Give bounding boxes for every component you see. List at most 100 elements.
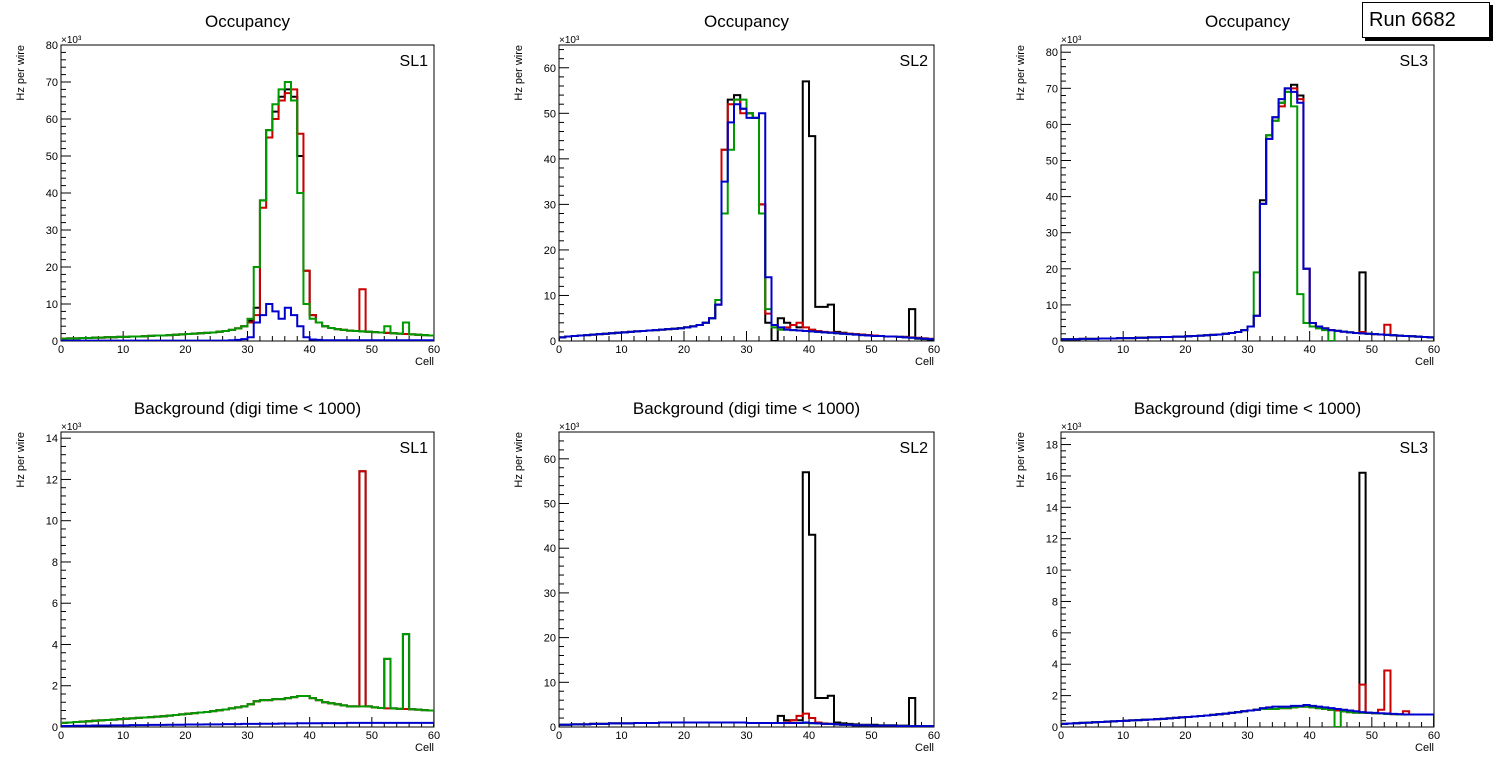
- y-tick-label: 10: [1046, 565, 1058, 577]
- x-tick-label: 0: [1058, 344, 1064, 356]
- y-tick-label: 40: [544, 543, 556, 555]
- x-tick-label: 20: [678, 730, 690, 742]
- y-tick-label: 2: [52, 681, 58, 693]
- x-tick-label: 10: [1117, 344, 1129, 356]
- panel-4: Background (digi time < 1000) 0 2 4 6 8 10 12 14…: [15, 399, 440, 754]
- y-tick-label: 18: [1046, 440, 1058, 452]
- y-axis-label: Hz per wire: [15, 432, 27, 488]
- x-axis-label: Cell: [1415, 356, 1434, 368]
- y-tick-label: 6: [1052, 628, 1058, 640]
- plot-frame: [558, 431, 935, 728]
- x-tick-label: 10: [615, 730, 627, 742]
- x-tick-label: 20: [1179, 344, 1191, 356]
- y-tick-label: 2: [1052, 691, 1058, 703]
- series-black-line: [559, 471, 934, 727]
- y-tick-label: 0: [550, 336, 556, 348]
- y-tick-label: 20: [544, 245, 556, 257]
- series-red-line: [559, 98, 934, 341]
- y-tick-label: 4: [52, 639, 58, 651]
- y-tick-label: 70: [46, 77, 58, 89]
- panel-title: Background (digi time < 1000): [1134, 399, 1361, 418]
- x-tick-label: 60: [1428, 344, 1440, 356]
- y-tick-label: 14: [1046, 502, 1058, 514]
- panel-title: Occupancy: [1205, 12, 1291, 31]
- x-tick-label: 30: [1241, 344, 1253, 356]
- x-tick-label: 30: [740, 344, 752, 356]
- plot-frame: [1060, 431, 1435, 728]
- x-tick-label: 50: [865, 730, 877, 742]
- x-tick-label: 20: [179, 344, 191, 356]
- series-red-line: [61, 88, 434, 341]
- series-green-line: [1061, 90, 1434, 341]
- y-axis-label: Hz per wire: [1015, 432, 1027, 488]
- series-blue-line: [61, 303, 434, 341]
- x-tick-label: 0: [58, 730, 64, 742]
- y-tick-label: 12: [1046, 534, 1058, 546]
- x-tick-label: 40: [1304, 344, 1316, 356]
- y-exponent-label: ×10³: [61, 422, 82, 433]
- y-tick-label: 0: [52, 722, 58, 734]
- y-tick-label: 10: [46, 516, 58, 528]
- x-tick-label: 0: [556, 344, 562, 356]
- series-green-line: [61, 81, 434, 341]
- y-exponent-label: ×10³: [1061, 422, 1082, 433]
- y-tick-label: 60: [544, 63, 556, 75]
- y-tick-label: 80: [46, 40, 58, 52]
- x-tick-label: 10: [117, 344, 129, 356]
- series-red-line: [1061, 87, 1434, 341]
- x-tick-label: 10: [117, 730, 129, 742]
- x-axis-label: Cell: [915, 742, 934, 754]
- x-tick-label: 60: [428, 344, 440, 356]
- superlayer-label: SL2: [900, 440, 929, 457]
- x-tick-label: 50: [366, 344, 378, 356]
- y-tick-label: 10: [46, 299, 58, 311]
- x-tick-label: 20: [678, 344, 690, 356]
- y-tick-label: 20: [544, 633, 556, 645]
- y-axis-label: Hz per wire: [513, 432, 525, 488]
- x-tick-label: 10: [615, 344, 627, 356]
- y-tick-label: 30: [544, 588, 556, 600]
- superlayer-label: SL3: [1400, 440, 1429, 457]
- series-black-line: [559, 80, 934, 341]
- y-axis-label: Hz per wire: [15, 45, 27, 101]
- y-axis-label: Hz per wire: [513, 45, 525, 101]
- y-tick-label: 6: [52, 598, 58, 610]
- y-exponent-label: ×10³: [559, 422, 580, 433]
- y-tick-label: 40: [46, 188, 58, 200]
- x-tick-label: 0: [58, 344, 64, 356]
- run-label-box: Run 6682: [1362, 2, 1490, 38]
- y-tick-label: 10: [544, 677, 556, 689]
- y-tick-label: 0: [52, 336, 58, 348]
- y-tick-label: 10: [544, 290, 556, 302]
- y-tick-label: 0: [1052, 722, 1058, 734]
- series-blue-line: [1061, 704, 1434, 727]
- panel-title: Occupancy: [205, 12, 291, 31]
- series-black-line: [1061, 83, 1434, 341]
- x-tick-label: 50: [1366, 730, 1378, 742]
- y-tick-label: 60: [544, 454, 556, 466]
- y-tick-label: 70: [1046, 83, 1058, 95]
- x-tick-label: 60: [928, 344, 940, 356]
- panel-title: Occupancy: [704, 12, 790, 31]
- plot-frame: [1060, 44, 1435, 342]
- x-tick-label: 30: [740, 730, 752, 742]
- y-tick-label: 20: [1046, 264, 1058, 276]
- series-green-line: [559, 98, 934, 341]
- y-exponent-label: ×10³: [61, 35, 82, 46]
- plot-frame: [558, 44, 935, 342]
- series-green-line: [61, 633, 434, 727]
- y-exponent-label: ×10³: [559, 35, 580, 46]
- x-tick-label: 30: [1241, 730, 1253, 742]
- y-tick-label: 30: [46, 225, 58, 237]
- x-tick-label: 0: [1058, 730, 1064, 742]
- x-tick-label: 0: [556, 730, 562, 742]
- panel-5: Background (digi time < 1000) 0 10 20 30 40 50…: [513, 399, 940, 754]
- x-axis-label: Cell: [1415, 742, 1434, 754]
- x-tick-label: 60: [1428, 730, 1440, 742]
- run-label: Run 6682: [1369, 9, 1456, 31]
- series-blue-line: [61, 721, 434, 727]
- y-tick-label: 8: [52, 557, 58, 569]
